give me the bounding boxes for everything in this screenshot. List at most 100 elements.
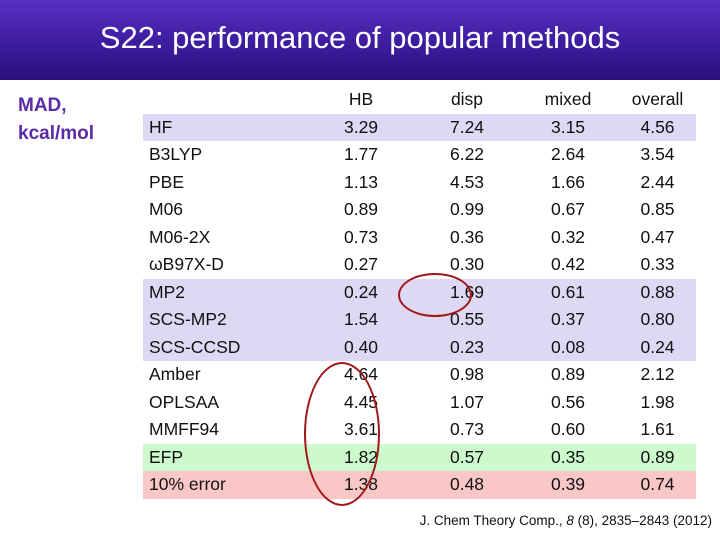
method-cell: OPLSAA — [149, 391, 220, 412]
table-row: 10% error 1.38 0.48 0.39 0.74 — [143, 471, 696, 499]
method-cell: SCS-CCSD — [143, 333, 305, 361]
table-row: M06 0.89 0.99 0.67 0.85 — [143, 196, 696, 224]
mixed-cell: 0.42 — [550, 254, 586, 274]
disp-cell: 4.53 — [449, 171, 485, 192]
hb-cell: 1.54 — [305, 306, 417, 334]
mixed-cell: 2.64 — [550, 144, 586, 164]
method-cell: HF — [143, 113, 305, 141]
mixed-cell: 0.08 — [517, 333, 619, 361]
overall-cell: 4.56 — [619, 113, 696, 141]
units-label-line1: MAD, — [18, 95, 67, 116]
table-row: PBE 1.13 4.53 1.66 2.44 — [143, 169, 696, 197]
overall-cell: 2.44 — [640, 171, 675, 192]
mixed-cell: 0.32 — [550, 226, 586, 247]
mixed-cell: 0.60 — [550, 419, 586, 439]
header-hb: HB — [348, 89, 374, 109]
mixed-cell: 0.37 — [517, 306, 619, 334]
mixed-cell: 0.89 — [550, 364, 586, 384]
overall-cell: 0.33 — [640, 254, 675, 274]
overall-cell: 0.85 — [640, 199, 675, 219]
citation: J. Chem Theory Comp., 8 (8), 2835–2843 (… — [300, 513, 712, 528]
mixed-cell: 3.15 — [517, 113, 619, 141]
citation-volume: 8 — [566, 513, 574, 528]
overall-cell: 0.24 — [619, 333, 696, 361]
overall-cell: 2.12 — [640, 364, 675, 384]
mixed-cell: 0.56 — [550, 391, 586, 412]
method-cell: 10% error — [143, 471, 305, 499]
table-row: EFP 1.82 0.57 0.35 0.89 — [143, 443, 696, 471]
header-row: HB disp mixed overall — [143, 86, 696, 114]
header-overall: overall — [631, 89, 684, 109]
mixed-cell: 1.66 — [550, 171, 586, 192]
units-label-line2: kcal/mol — [18, 123, 95, 144]
overall-cell: 3.54 — [640, 144, 675, 164]
disp-cell: 0.57 — [417, 443, 517, 471]
hb-cell: 1.13 — [343, 171, 379, 192]
method-cell: SCS-MP2 — [143, 306, 305, 334]
hb-cell: 0.73 — [343, 226, 379, 247]
header-method — [143, 86, 305, 114]
header-mixed: mixed — [544, 89, 592, 109]
overall-cell: 0.80 — [619, 306, 696, 334]
method-cell: ωB97X-D — [149, 254, 224, 274]
hb-cell: 0.27 — [343, 254, 379, 274]
method-cell: MP2 — [143, 278, 305, 306]
hb-cell: 0.89 — [343, 199, 379, 219]
overall-cell: 0.74 — [619, 471, 696, 499]
method-cell: M06 — [149, 199, 184, 219]
results-table: HB disp mixed overall HF 3.29 7.24 3.15 4.56… — [143, 86, 696, 499]
table-row: SCS-CCSD 0.40 0.23 0.08 0.24 — [143, 333, 696, 361]
hb-cell: 0.40 — [305, 333, 417, 361]
mixed-cell: 0.67 — [550, 199, 586, 219]
method-cell: MMFF94 — [149, 419, 219, 439]
slide-title: S22: performance of popular methods — [99, 20, 621, 55]
disp-cell: 0.23 — [417, 333, 517, 361]
table-row: HF 3.29 7.24 3.15 4.56 — [143, 113, 696, 141]
disp-cell: 7.24 — [417, 113, 517, 141]
hb-cell: 3.61 — [343, 419, 379, 439]
mixed-cell: 0.39 — [517, 471, 619, 499]
overall-cell: 1.61 — [640, 419, 675, 439]
citation-journal: J. Chem Theory Comp., — [419, 513, 567, 528]
overall-cell: 0.89 — [619, 443, 696, 471]
header-disp: disp — [450, 89, 484, 109]
disp-cell: 0.98 — [449, 364, 485, 384]
table-row: MP2 0.24 1.69 0.61 0.88 — [143, 278, 696, 306]
disp-cell: 1.07 — [449, 391, 485, 412]
method-cell: M06-2X — [149, 226, 211, 247]
table-row: B3LYP 1.77 6.22 2.64 3.54 — [143, 141, 696, 169]
hb-cell: 0.24 — [305, 278, 417, 306]
method-cell: Amber — [149, 364, 201, 384]
hb-cell: 1.77 — [343, 144, 379, 164]
overall-cell: 1.98 — [640, 391, 675, 412]
disp-cell: 6.22 — [449, 144, 485, 164]
disp-cell: 0.36 — [449, 226, 485, 247]
hb-cell: 1.82 — [305, 443, 417, 471]
table-row: OPLSAA 4.45 1.07 0.56 1.98 — [143, 389, 696, 417]
disp-cell: 0.48 — [417, 471, 517, 499]
disp-cell: 0.30 — [449, 254, 485, 274]
method-cell: PBE — [149, 171, 185, 192]
citation-rest: (8), 2835–2843 (2012) — [573, 513, 712, 528]
table-row: M06-2X 0.73 0.36 0.32 0.47 — [143, 224, 696, 252]
table-row: Amber 4.64 0.98 0.89 2.12 — [143, 361, 696, 389]
disp-cell: 0.99 — [449, 199, 485, 219]
disp-cell: 1.69 — [417, 278, 517, 306]
hb-cell: 3.29 — [305, 113, 417, 141]
table-row: ωB97X-D 0.27 0.30 0.42 0.33 — [143, 251, 696, 279]
hb-cell: 4.64 — [343, 364, 379, 384]
table-row: MMFF94 3.61 0.73 0.60 1.61 — [143, 416, 696, 444]
title-bar: S22: performance of popular methods — [0, 0, 720, 80]
table-row: SCS-MP2 1.54 0.55 0.37 0.80 — [143, 306, 696, 334]
disp-cell: 0.73 — [449, 419, 485, 439]
mixed-cell: 0.35 — [517, 443, 619, 471]
hb-cell: 4.45 — [343, 391, 379, 412]
method-cell: EFP — [143, 443, 305, 471]
mixed-cell: 0.61 — [517, 278, 619, 306]
disp-cell: 0.55 — [417, 306, 517, 334]
units-label: MAD, kcal/mol — [18, 92, 128, 148]
overall-cell: 0.88 — [619, 278, 696, 306]
hb-cell: 1.38 — [305, 471, 417, 499]
overall-cell: 0.47 — [640, 226, 675, 247]
method-cell: B3LYP — [149, 144, 203, 164]
